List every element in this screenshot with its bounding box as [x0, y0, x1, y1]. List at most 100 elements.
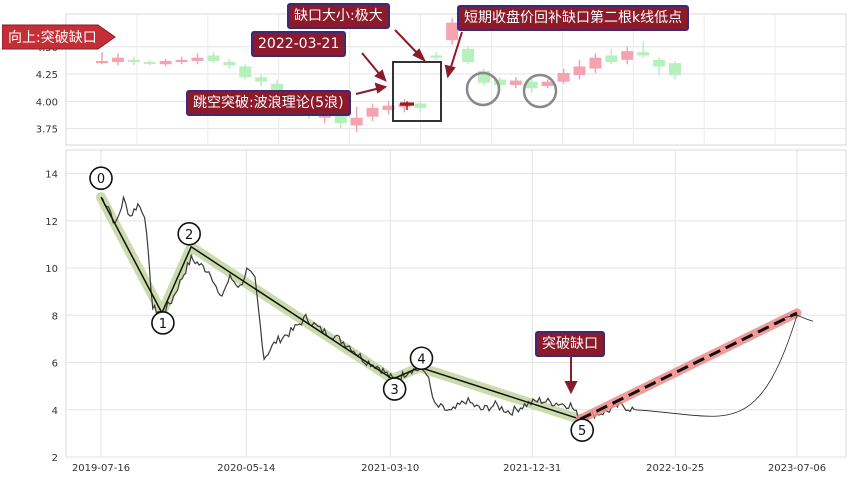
- target-dashed: [579, 311, 798, 421]
- projection-curve: [634, 314, 814, 417]
- price-grid: [66, 150, 846, 458]
- pullback-callout: 短期收盘价回补缺口第二根k线低点: [457, 5, 690, 31]
- candle-5: [175, 56, 188, 65]
- bot-x-tick-2: 2021-03-10: [361, 463, 419, 474]
- candle-17: [366, 103, 379, 121]
- bot-y-tick-4: 10: [45, 264, 58, 275]
- bot-y-tick-3: 8: [52, 311, 58, 322]
- candle-16: [350, 106, 363, 132]
- wave-polyline: [100, 196, 581, 420]
- candle-33: [621, 46, 634, 65]
- projection-path: [634, 314, 814, 417]
- candle-21: [430, 52, 443, 60]
- candle-2: [127, 56, 140, 66]
- candle-30: [573, 59, 586, 80]
- candle-body-18: [382, 105, 395, 111]
- wave-line: [100, 196, 581, 420]
- candle-body-5: [175, 59, 188, 63]
- candle-body-31: [589, 57, 602, 69]
- candle-body-26: [509, 80, 522, 85]
- candle-body-11: [271, 83, 284, 91]
- candle-body-35: [653, 59, 666, 67]
- candle-22: [446, 18, 459, 45]
- wave-marker-circle-1: [151, 311, 175, 335]
- breakout-candle-body: [400, 102, 414, 106]
- candle-body-22: [446, 22, 459, 41]
- wave-marker-label-3: 3: [390, 383, 398, 398]
- candle-body-7: [207, 55, 220, 61]
- wave-marker-2: 2: [177, 222, 201, 246]
- bot-x-tick-3: 2021-12-31: [503, 463, 561, 474]
- candle-body-16: [350, 117, 363, 126]
- breakout-arrow: [355, 87, 381, 95]
- bot-y-tick-1: 4: [52, 406, 58, 417]
- wave-marker-5: 5: [570, 418, 594, 443]
- candle-34: [637, 41, 650, 58]
- up-flag-label: 向上:突破缺口: [8, 30, 97, 46]
- bot-y-tick-6: 14: [45, 170, 58, 181]
- candle-1: [111, 53, 124, 66]
- pullback-arrow: [449, 31, 463, 71]
- gap-size-arrowhead: [412, 48, 427, 63]
- wave-marker-0: 0: [89, 166, 113, 191]
- candle-8: [223, 58, 236, 69]
- wave-marker-label-1: 1: [159, 317, 167, 332]
- candle-body-28: [541, 81, 554, 87]
- gap-break-arrow: [564, 356, 578, 395]
- price-line: [100, 195, 635, 422]
- date-callout: 2022-03-21: [251, 31, 347, 57]
- candle-body-34: [637, 52, 650, 56]
- bot-y-tick-5: 12: [45, 217, 58, 228]
- candle-body-36: [669, 63, 681, 76]
- candle-32: [605, 48, 618, 65]
- wave-marker-circle-3: [382, 377, 407, 401]
- candle-20: [414, 101, 427, 113]
- candle-31: [589, 53, 602, 73]
- candle-4: [159, 58, 172, 67]
- gap-break-arrowhead: [564, 381, 578, 395]
- up-flag: 向上:突破缺口: [2, 22, 116, 52]
- wave-marker-label-4: 4: [417, 352, 425, 367]
- candlestick-arrows: [355, 29, 463, 95]
- candle-body-9: [239, 66, 252, 78]
- gap-size-callout: 缺口大小:极大: [287, 3, 390, 29]
- pullback-arrowhead: [444, 64, 456, 79]
- top-y-tick-0: 3.75: [36, 125, 58, 136]
- wave-marker-circle-5: [570, 418, 594, 443]
- candle-28: [541, 79, 554, 89]
- pullback-circle-2: [522, 73, 558, 109]
- candle-9: [239, 64, 252, 80]
- candle-10: [255, 74, 268, 87]
- candle-body-0: [96, 60, 108, 64]
- breakout-callout: 跳空突破:波浪理论(5浪): [186, 90, 351, 116]
- gap-box: [392, 61, 442, 122]
- gap-size-arrow: [394, 29, 421, 57]
- wave-marker-label-5: 5: [578, 424, 586, 439]
- breakout-arrowhead: [374, 82, 388, 94]
- bot-x-tick-0: 2019-07-16: [72, 463, 130, 474]
- candle-body-3: [143, 62, 156, 65]
- candle-3: [143, 59, 156, 66]
- gap-break-callout: 突破缺口: [535, 331, 605, 357]
- candle-0: [96, 52, 108, 65]
- price-y-ticks: 2 4 6 8 10 12 14: [45, 170, 58, 464]
- candle-body-2: [127, 59, 140, 63]
- candle-body-23: [462, 48, 475, 63]
- wave-marker-circle-0: [89, 166, 113, 191]
- price-polyline: [100, 195, 635, 422]
- candle-6: [191, 53, 204, 65]
- candlestick-panel: 3.754.004.254.50: [36, 13, 847, 146]
- candle-7: [207, 52, 220, 64]
- date-arrowhead: [374, 69, 387, 82]
- bot-x-tick-4: 2022-10-25: [646, 463, 704, 474]
- price-x-ticks: 2019-07-16 2020-05-14 2021-03-10 2021-12-31…: [72, 463, 826, 474]
- price-plot-area: [65, 149, 847, 458]
- top-y-tick-2: 4.25: [36, 70, 58, 81]
- wave-marker-label-2: 2: [185, 228, 193, 243]
- candle-36: [669, 60, 681, 80]
- candle-body-30: [573, 66, 586, 76]
- candle-29: [557, 68, 570, 84]
- bot-x-tick-5: 2023-07-06: [768, 463, 826, 474]
- candle-23: [462, 46, 475, 65]
